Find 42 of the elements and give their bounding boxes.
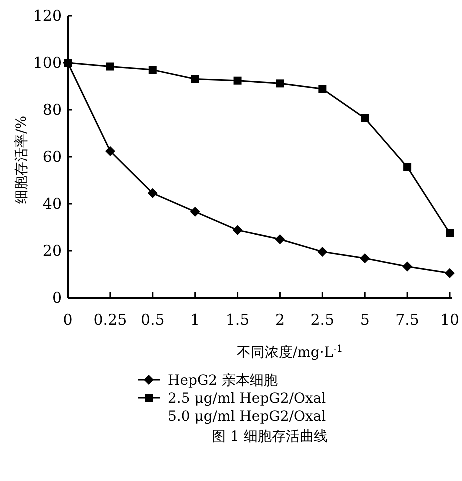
y-tick-label: 20 (42, 242, 62, 260)
point (276, 80, 284, 88)
x-tick-label: 5 (360, 311, 370, 329)
point (360, 254, 370, 264)
point (275, 234, 286, 244)
point (148, 66, 157, 74)
x-tick-label: 1 (190, 311, 200, 329)
x-tick-label: 0.5 (140, 311, 165, 329)
x-tick-label: 0.25 (94, 311, 128, 329)
x-tick-label: 7.5 (396, 311, 420, 329)
point (402, 262, 413, 272)
point (106, 62, 114, 71)
point (105, 146, 116, 156)
legend-label: 2.5 μg/ml HepG2/Oxal (168, 391, 327, 407)
y-tick-label: 60 (42, 148, 62, 166)
y-tick-label: 40 (42, 195, 62, 213)
x-tick-label: 0 (63, 311, 73, 329)
point (318, 246, 328, 257)
point (148, 188, 158, 198)
point (318, 85, 327, 94)
text: 图 1 细胞存活曲线 (212, 429, 328, 445)
legend-label: HepG2 亲本细胞 (168, 373, 278, 389)
y-tick-label: 0 (52, 289, 62, 307)
y-tick-label: 80 (42, 101, 62, 119)
point (446, 229, 454, 238)
x-tick-label: 10 (440, 311, 460, 329)
point (190, 206, 200, 217)
point (361, 114, 370, 122)
point (404, 163, 412, 172)
x-tick-label: 2.5 (310, 311, 335, 329)
x-tick-label: 2 (275, 311, 285, 329)
text: 5.0 μg/ml HepG2/Oxal (168, 409, 327, 425)
point (191, 75, 200, 84)
point (234, 76, 242, 85)
point (445, 268, 455, 278)
y-tick-label: 120 (33, 7, 62, 25)
x-axis-title: 不同浓度/mg·L$^{-1}$ (236, 344, 344, 361)
y-tick-label: 100 (33, 54, 62, 72)
point (64, 59, 72, 67)
x-tick-label: 1.5 (226, 311, 250, 329)
y-axis-title: 细胞存活率/% (14, 116, 30, 204)
point (232, 225, 243, 236)
